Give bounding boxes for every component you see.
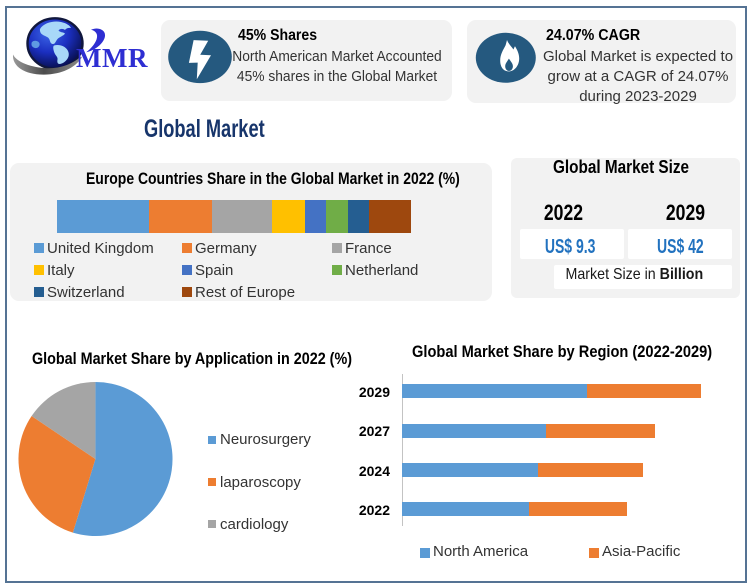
svg-text:MMR: MMR bbox=[76, 43, 148, 73]
